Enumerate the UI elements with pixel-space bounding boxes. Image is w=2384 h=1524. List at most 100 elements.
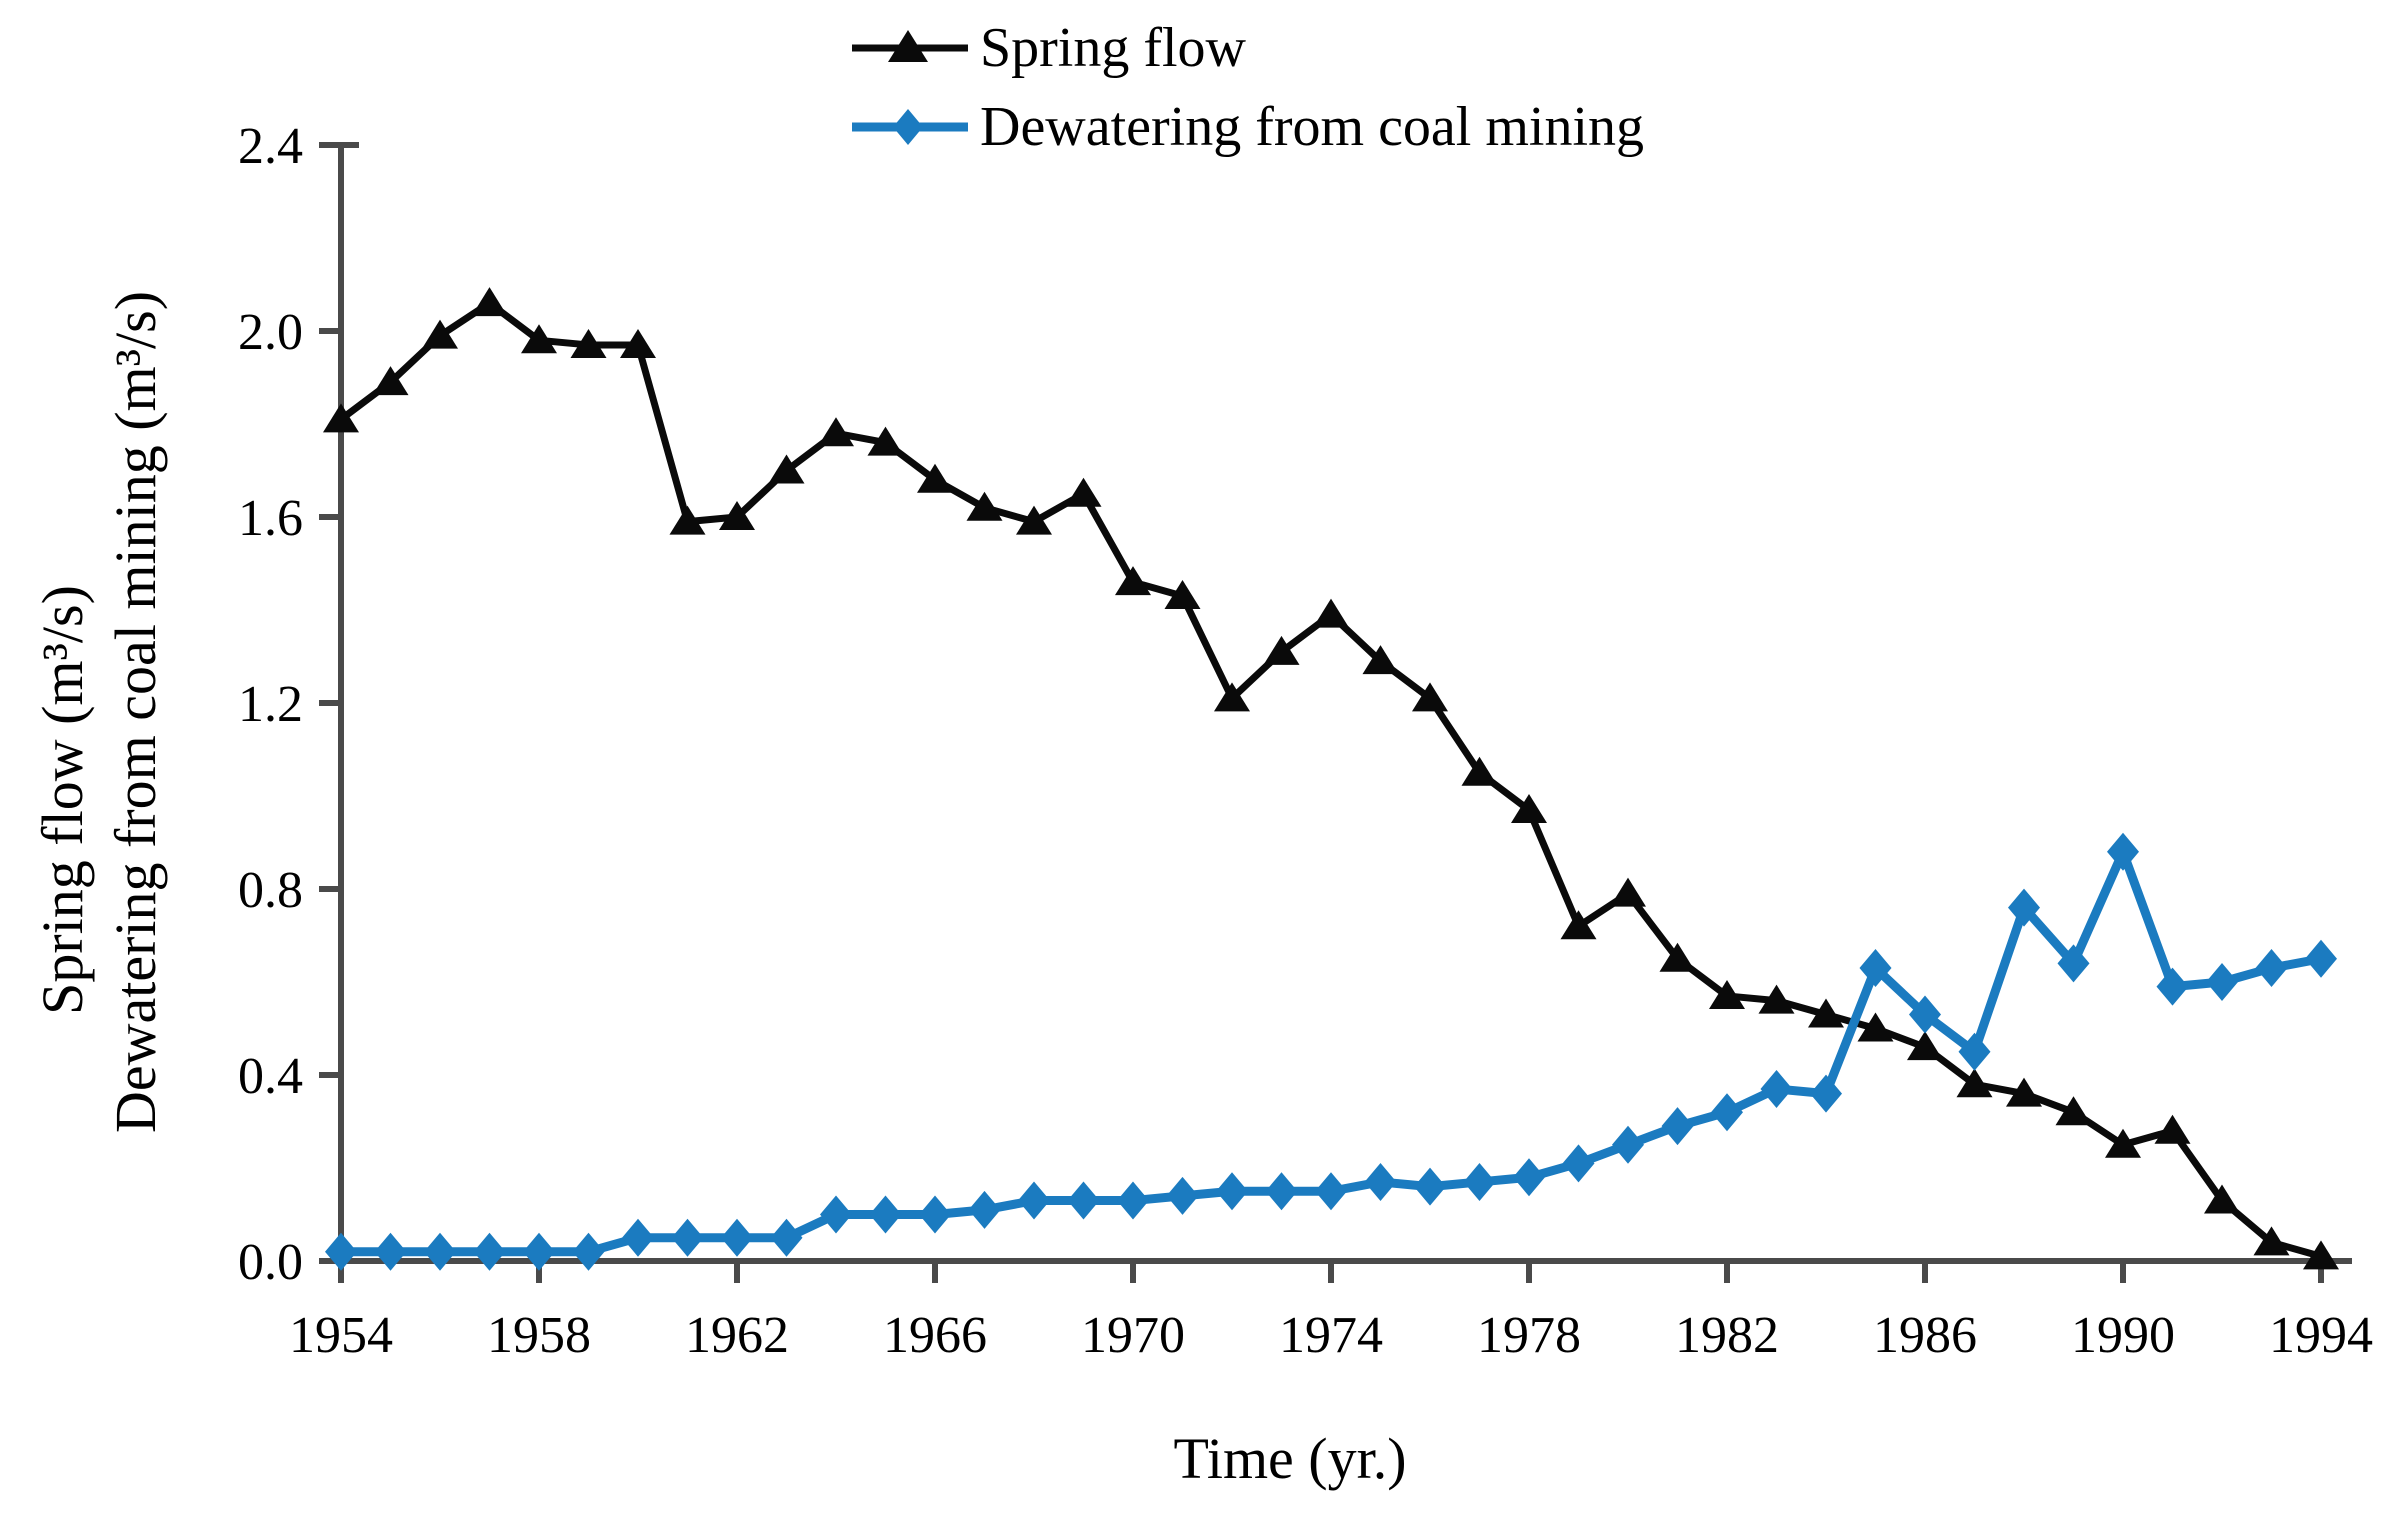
data-point-marker-spring-flow [372,366,409,396]
data-point-marker-dewatering-from-coal-mining [374,1232,407,1271]
data-point-marker-spring-flow [1758,984,1795,1014]
data-point-marker-dewatering-from-coal-mining [572,1232,605,1271]
y-axis-label-spring-flow: Spring flow (m³/s) [30,585,95,1015]
legend-marker-diamond-icon [893,109,923,145]
legend-item-spring-flow: Spring flow [852,17,1247,79]
x-tick-label: 1962 [685,1307,789,1364]
data-point-marker-dewatering-from-coal-mining [1760,1069,1793,1108]
data-point-marker-spring-flow [2154,1114,2191,1144]
data-point-marker-spring-flow [2055,1096,2092,1126]
data-point-marker-dewatering-from-coal-mining [1612,1125,1644,1164]
data-point-marker-dewatering-from-coal-mining [1315,1172,1347,1211]
data-point-marker-dewatering-from-coal-mining [1859,949,1892,988]
data-point-marker-spring-flow [1956,1068,1993,1098]
y-tick-label: 1.2 [238,676,303,733]
data-point-marker-dewatering-from-coal-mining [1562,1144,1595,1183]
data-point-marker-dewatering-from-coal-mining [1166,1176,1199,1215]
x-tick-label: 1958 [487,1307,591,1364]
data-point-marker-spring-flow [917,463,953,493]
data-point-marker-dewatering-from-coal-mining [1513,1158,1545,1197]
data-point-marker-spring-flow [471,287,508,317]
y-tick-label: 0.4 [238,1048,303,1105]
data-point-marker-spring-flow [323,403,359,433]
data-point-marker-spring-flow [966,491,1003,521]
x-tick-label: 1974 [1279,1307,1383,1364]
data-point-marker-dewatering-from-coal-mining [325,1232,357,1271]
data-point-marker-spring-flow [1907,1031,1943,1061]
y-tick-label: 2.4 [238,118,303,175]
data-point-marker-dewatering-from-coal-mining [770,1218,803,1257]
data-point-marker-spring-flow [1362,645,1399,675]
data-point-marker-dewatering-from-coal-mining [1414,1167,1446,1206]
data-point-marker-spring-flow [1016,505,1052,535]
data-point-marker-dewatering-from-coal-mining [2206,963,2238,1001]
x-tick-label: 1990 [2071,1307,2175,1364]
x-tick-label: 1966 [883,1307,987,1364]
data-point-marker-dewatering-from-coal-mining [2107,832,2139,871]
data-point-marker-dewatering-from-coal-mining [523,1232,555,1271]
data-point-marker-spring-flow [422,319,458,349]
x-axis-label: Time (yr.) [1173,1426,1406,1491]
data-point-marker-dewatering-from-coal-mining [1018,1181,1050,1220]
data-point-marker-dewatering-from-coal-mining [869,1195,902,1234]
data-point-marker-dewatering-from-coal-mining [1958,1032,1991,1071]
data-point-marker-spring-flow [2204,1184,2240,1214]
data-point-marker-dewatering-from-coal-mining [424,1232,456,1271]
data-point-marker-spring-flow [2105,1128,2141,1158]
x-tick-label: 1986 [1873,1307,1977,1364]
data-point-marker-dewatering-from-coal-mining [1117,1181,1149,1220]
data-point-marker-dewatering-from-coal-mining [1711,1093,1743,1132]
x-axis-ticks: 1954 1958 1962 1966 1970 1974 1978 1982 1986 1990… [289,1261,2373,1364]
y-tick-label: 0.0 [238,1234,303,1291]
data-point-marker-dewatering-from-coal-mining [2156,967,2189,1006]
y-axis-label-dewatering: Dewatering from coal mining (m³/s) [103,291,168,1133]
data-point-marker-spring-flow [1709,979,1745,1009]
data-point-marker-dewatering-from-coal-mining [622,1218,654,1257]
data-point-marker-spring-flow [1610,877,1646,907]
data-series [323,287,2339,1271]
data-point-marker-dewatering-from-coal-mining [1661,1107,1694,1146]
data-point-marker-spring-flow [2006,1077,2042,1107]
data-point-marker-dewatering-from-coal-mining [919,1195,951,1234]
x-tick-label: 1978 [1477,1307,1581,1364]
data-point-marker-dewatering-from-coal-mining [1265,1172,1298,1211]
data-point-marker-spring-flow [1511,793,1547,823]
data-point-marker-spring-flow [1659,942,1696,972]
data-point-marker-spring-flow [1115,566,1151,596]
y-tick-label: 0.8 [238,862,303,919]
data-point-marker-spring-flow [570,328,607,358]
data-point-marker-spring-flow [867,426,904,456]
data-point-marker-dewatering-from-coal-mining [671,1218,704,1257]
data-point-marker-spring-flow [2253,1226,2290,1256]
data-point-marker-spring-flow [818,417,854,447]
legend-label-spring-flow: Spring flow [980,17,1247,79]
legend-marker-triangle-icon [888,30,928,62]
data-point-marker-spring-flow [1412,682,1448,712]
data-point-marker-dewatering-from-coal-mining [820,1195,852,1234]
data-point-marker-dewatering-from-coal-mining [2057,944,2090,983]
legend-label-dewatering: Dewatering from coal mining [980,96,1644,158]
data-point-marker-dewatering-from-coal-mining [1909,995,1941,1034]
y-tick-label: 1.6 [238,490,303,547]
data-point-marker-spring-flow [1461,756,1498,786]
data-point-marker-spring-flow [521,324,557,354]
x-tick-label: 1994 [2269,1307,2373,1364]
data-point-marker-dewatering-from-coal-mining [2008,888,2040,927]
data-point-marker-spring-flow [768,454,805,484]
data-point-marker-dewatering-from-coal-mining [1463,1162,1496,1201]
data-point-marker-spring-flow [1560,910,1597,940]
data-point-marker-spring-flow [1313,598,1349,628]
x-tick-label: 1954 [289,1307,393,1364]
data-point-marker-dewatering-from-coal-mining [2255,949,2288,988]
x-tick-label: 1982 [1675,1307,1779,1364]
data-point-marker-spring-flow [719,501,755,530]
data-point-marker-spring-flow [1857,1012,1894,1042]
data-point-marker-dewatering-from-coal-mining [721,1218,753,1257]
data-point-marker-dewatering-from-coal-mining [2305,939,2337,978]
data-point-marker-dewatering-from-coal-mining [1067,1181,1100,1220]
data-point-marker-spring-flow [1214,682,1250,712]
data-point-marker-spring-flow [2303,1240,2339,1270]
